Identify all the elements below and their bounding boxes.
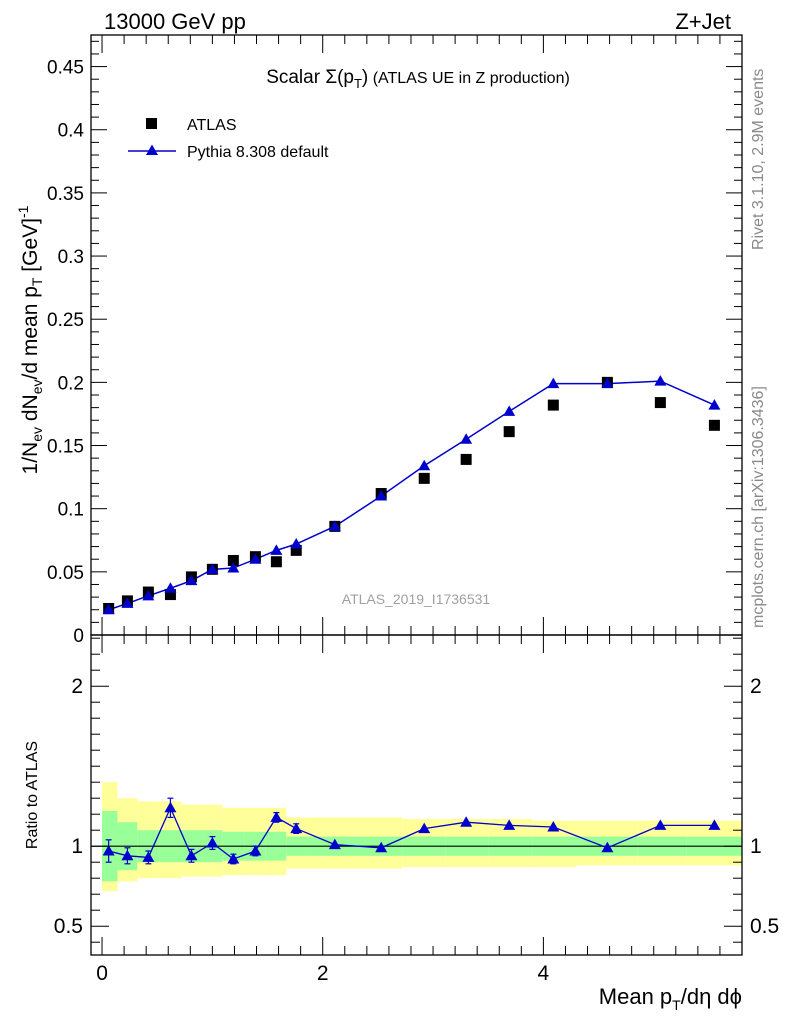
ratio-ytick-label-left: 0.5 xyxy=(54,915,83,938)
main-plot: 0 0.05 0.1 0.15 0.2 0.25 0.3 0.35 0.4 0.45 Scalar… xyxy=(15,34,743,955)
pythia-point xyxy=(418,459,431,471)
title-sigma: Σ(p xyxy=(325,67,354,88)
pythia-point xyxy=(601,377,614,389)
pythia-point xyxy=(375,490,388,501)
atlas-point xyxy=(547,399,559,411)
ratio-point xyxy=(249,845,262,856)
ratio-point xyxy=(206,837,219,848)
legend-pythia-label: Pythia 8.308 default xyxy=(187,144,329,161)
atlas-point xyxy=(708,419,720,431)
title-close: ) xyxy=(362,67,368,88)
main-ytick-labels: 0 0.05 0.1 0.15 0.2 0.25 0.3 0.35 0.4 0.45 xyxy=(47,58,84,647)
title-suffix: (ATLAS UE in Z production) xyxy=(368,70,570,87)
atlas-point xyxy=(503,426,515,438)
main-ytick-label: 0.15 xyxy=(47,437,84,458)
ratio-ticks xyxy=(91,637,742,943)
main-ytick-label: 0 xyxy=(73,626,84,647)
main-ticks xyxy=(91,35,743,955)
pythia-point xyxy=(121,597,134,608)
main-data xyxy=(102,375,721,615)
atlas-point xyxy=(227,554,239,566)
xtick-label: 0 xyxy=(96,962,108,985)
pythia-point xyxy=(460,433,473,444)
ratio-point xyxy=(290,822,303,834)
legend: ATLAS Pythia 8.308 default xyxy=(128,117,329,161)
atlas-point xyxy=(164,589,176,601)
ratio-point xyxy=(121,849,134,861)
pythia-point xyxy=(185,574,198,586)
xtick-label: 2 xyxy=(317,962,329,985)
ratio-point xyxy=(227,853,240,864)
ratio-point xyxy=(270,811,283,822)
collision-label: 13000 GeV pp xyxy=(104,9,246,34)
pythia-point xyxy=(503,405,516,416)
main-ytick-label: 0.1 xyxy=(58,500,84,521)
ratio-ytick-label-right: 0.5 xyxy=(750,915,779,938)
pythia-point xyxy=(227,562,240,573)
ratio-point xyxy=(164,801,177,813)
ratio-point xyxy=(418,822,431,834)
ratio-ytick-label-right: 1 xyxy=(750,835,762,858)
ratio-data xyxy=(102,797,721,865)
title-prefix: Scalar xyxy=(266,67,325,88)
ratio-point xyxy=(547,821,560,832)
pythia-point xyxy=(206,563,219,574)
legend-atlas-label: ATLAS xyxy=(187,117,237,134)
pythia-point xyxy=(164,582,177,593)
atlas-point xyxy=(418,472,430,484)
ratio-point xyxy=(185,849,198,861)
watermark-label: ATLAS_2019_I1736531 xyxy=(342,591,491,607)
pythia-point xyxy=(290,538,303,549)
main-ytick-label: 0.4 xyxy=(58,121,85,142)
ratio-point xyxy=(328,838,341,850)
atlas-point xyxy=(654,397,666,409)
main-ytick-label: 0.05 xyxy=(47,563,84,584)
ratio-ytick-label-right: 2 xyxy=(750,675,762,698)
main-ytick-label: 0.3 xyxy=(58,247,84,268)
main-ytick-label: 0.25 xyxy=(47,310,84,331)
legend-atlas-marker xyxy=(146,118,157,129)
pythia-point xyxy=(708,399,721,410)
mcplots-label: mcplots.cern.ch [arXiv:1306.3436] xyxy=(750,386,767,628)
main-ytick-label: 0.35 xyxy=(47,184,84,205)
atlas-point xyxy=(290,544,302,556)
pythia-point xyxy=(270,544,283,555)
ratio-ytick-label-left: 2 xyxy=(71,675,83,698)
ratio-point xyxy=(460,816,473,827)
ratio-y-axis-label: Ratio to ATLAS xyxy=(24,741,41,849)
pythia-point xyxy=(249,553,262,564)
pythia-point xyxy=(328,520,341,531)
x-axis-label: Mean pT/dη dϕ xyxy=(599,984,742,1013)
process-label: Z+Jet xyxy=(675,9,731,34)
main-ytick-label: 0.45 xyxy=(47,58,84,79)
ratio-bands xyxy=(102,782,742,891)
ratio-point xyxy=(654,819,667,830)
title-sub: T xyxy=(354,76,362,91)
ratio-tick-labels: 0.5 0.5 1 1 2 2 0 2 4 xyxy=(54,675,779,985)
pythia-point xyxy=(654,375,667,386)
atlas-point xyxy=(460,453,472,465)
pythia-line xyxy=(108,380,715,611)
pythia-point xyxy=(547,377,560,389)
main-y-axis-label: 1/Nev dNev/d mean pT [GeV]-1 xyxy=(15,205,45,474)
legend-pythia-marker xyxy=(146,144,158,155)
pythia-point xyxy=(142,589,155,601)
ratio-point xyxy=(601,841,614,853)
plot-title: Scalar Σ(pT) (ATLAS UE in Z production) xyxy=(266,67,570,91)
ratio-ytick-label-left: 1 xyxy=(71,835,83,858)
atlas-point xyxy=(270,556,282,568)
rivet-label: Rivet 3.1.10, 2.9M events xyxy=(750,69,767,250)
ratio-plot-frame xyxy=(90,634,743,956)
ratio-point xyxy=(102,845,115,856)
xtick-label: 4 xyxy=(538,962,550,985)
main-ytick-label: 0.2 xyxy=(58,373,84,394)
pythia-point xyxy=(102,603,115,615)
ratio-point xyxy=(503,819,516,830)
ratio-point xyxy=(708,819,721,830)
ratio-point xyxy=(142,851,155,862)
ratio-plot: 0.5 0.5 1 1 2 2 0 2 4 Ratio to ATLAS Mean pT/dη … xyxy=(24,634,779,1013)
ratio-point xyxy=(375,841,388,853)
